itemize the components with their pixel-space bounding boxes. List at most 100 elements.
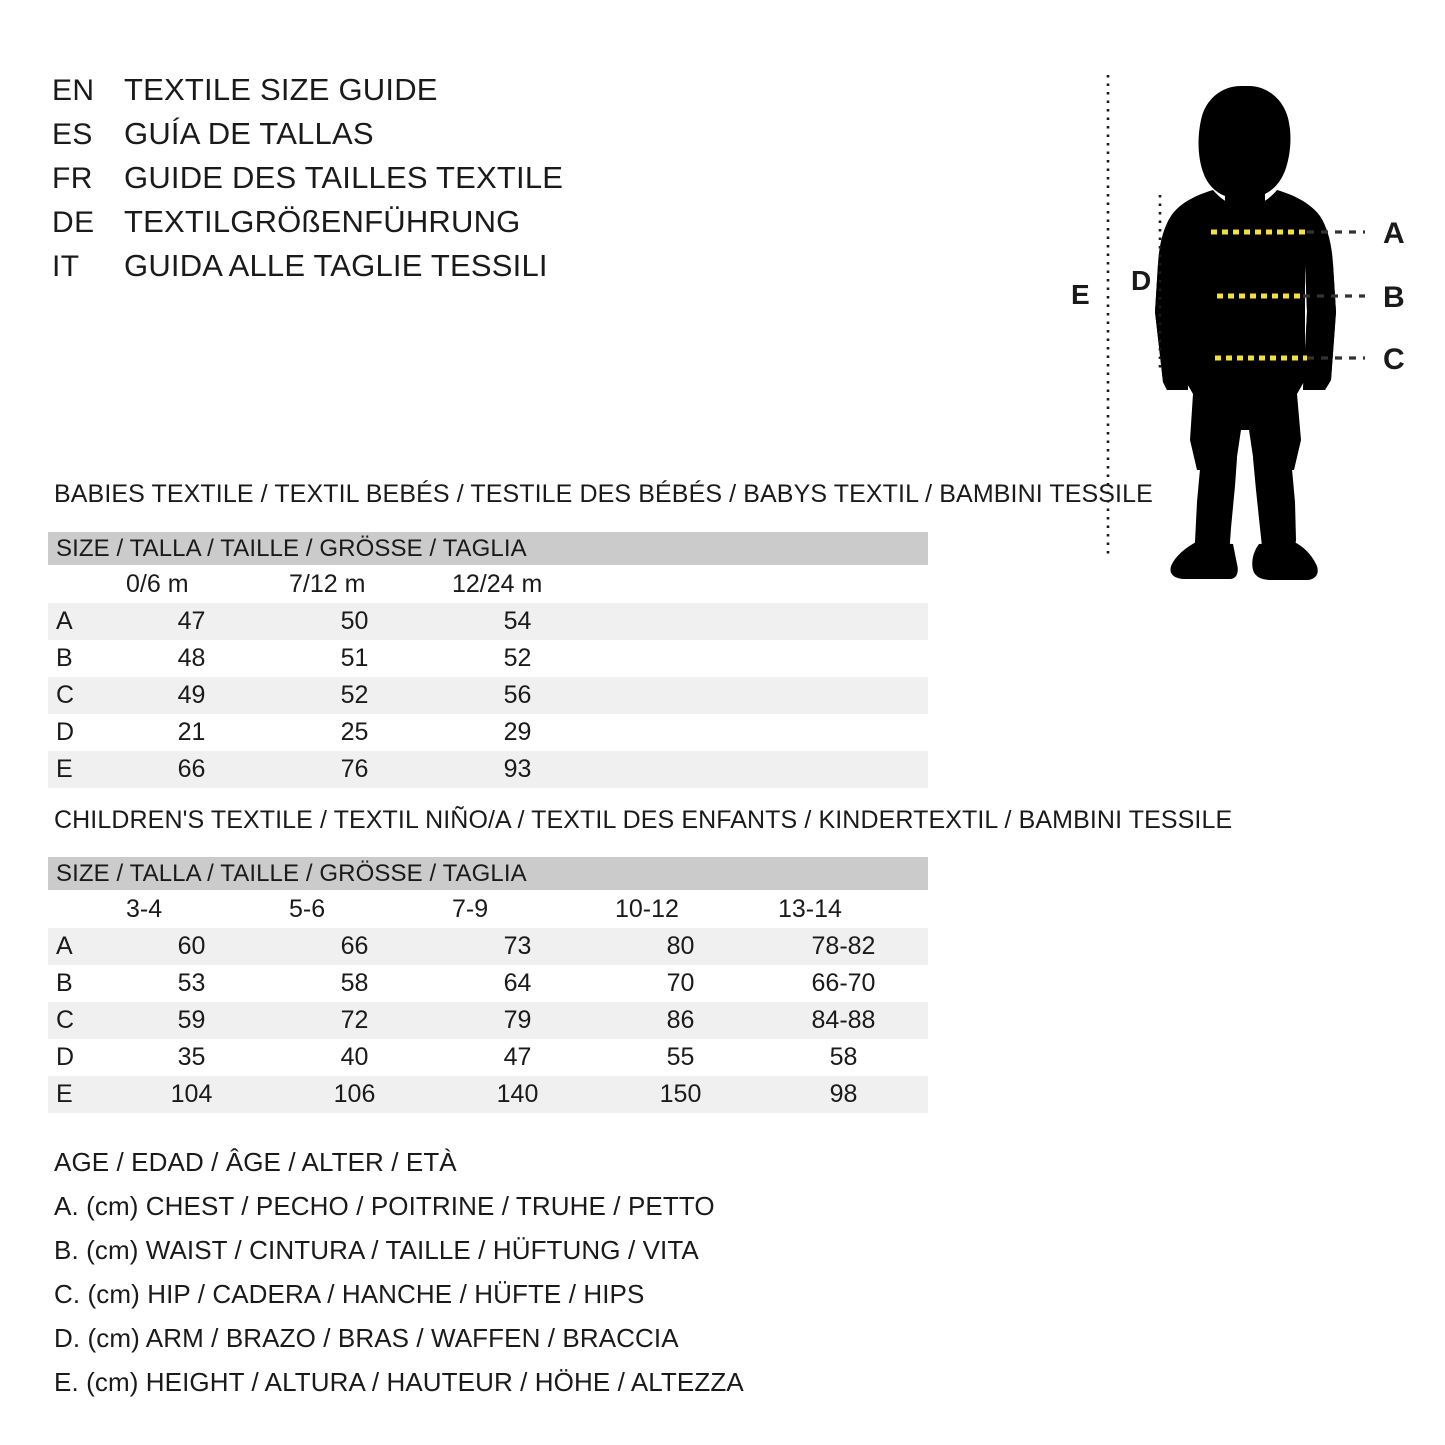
language-row-it: IT GUIDA ALLE TAGLIE TESSILI <box>52 248 672 292</box>
legend-line-chest: A. (cm) CHEST / PECHO / POITRINE / TRUHE… <box>54 1191 715 1221</box>
children-section-title: CHILDREN'S TEXTILE / TEXTIL NIÑO/A / TEX… <box>54 806 1233 834</box>
children-cell-b-2: 64 <box>503 969 532 997</box>
babies-cell-b-2: 52 <box>503 644 532 672</box>
language-title-de: TEXTILGRÖßENFÜHRUNG <box>124 204 521 239</box>
marker-label-c: C <box>1383 343 1405 376</box>
babies-cell-b-0: 48 <box>177 644 206 672</box>
babies-cell-d-2: 29 <box>503 718 532 746</box>
children-row-label-c: C <box>56 1006 75 1034</box>
babies-column-header-row: 0/6 m 7/12 m 12/24 m <box>48 565 928 603</box>
marker-label-a: A <box>1383 217 1405 250</box>
children-row-label-a: A <box>56 932 73 960</box>
children-cell-e-4: 98 <box>829 1080 858 1108</box>
babies-cell-d-1: 25 <box>340 718 369 746</box>
measurement-figure: A B C D E <box>1045 50 1445 590</box>
language-code-es: ES <box>52 118 93 151</box>
table-row: E 66 76 93 <box>48 751 928 788</box>
table-row: E 104 106 140 150 98 <box>48 1076 928 1113</box>
child-silhouette-icon <box>1155 86 1336 580</box>
measurement-legend: AGE / EDAD / ÂGE / ALTER / ETÀ A. (cm) C… <box>54 1140 874 1404</box>
language-title-en: TEXTILE SIZE GUIDE <box>124 72 438 107</box>
babies-cell-c-1: 52 <box>340 681 369 709</box>
babies-column-header-2: 12/24 m <box>452 569 543 598</box>
marker-label-b: B <box>1383 281 1405 314</box>
language-title-fr: GUIDE DES TAILLES TEXTILE <box>124 160 564 195</box>
children-cell-a-2: 73 <box>503 932 532 960</box>
marker-label-d: D <box>1131 265 1151 296</box>
language-row-fr: FR GUIDE DES TAILLES TEXTILE <box>52 160 672 204</box>
children-cell-b-1: 58 <box>340 969 369 997</box>
table-row: D 21 25 29 <box>48 714 928 751</box>
marker-label-e: E <box>1071 279 1090 310</box>
children-column-header-0: 3-4 <box>126 894 163 923</box>
legend-line-age: AGE / EDAD / ÂGE / ALTER / ETÀ <box>54 1147 457 1177</box>
children-cell-a-0: 60 <box>177 932 206 960</box>
children-cell-c-3: 86 <box>666 1006 695 1034</box>
babies-row-label-b: B <box>56 644 73 672</box>
babies-column-header-1: 7/12 m <box>289 569 366 598</box>
babies-cell-d-0: 21 <box>177 718 206 746</box>
children-cell-b-3: 70 <box>666 969 695 997</box>
babies-size-table: SIZE / TALLA / TAILLE / GRÖSSE / TAGLIA … <box>48 532 928 788</box>
children-cell-e-3: 150 <box>659 1080 702 1108</box>
children-cell-e-2: 140 <box>496 1080 539 1108</box>
children-cell-d-2: 47 <box>503 1043 532 1071</box>
children-cell-d-3: 55 <box>666 1043 695 1071</box>
legend-line-waist: B. (cm) WAIST / CINTURA / TAILLE / HÜFTU… <box>54 1235 699 1265</box>
language-code-it: IT <box>52 250 80 283</box>
legend-line-arm: D. (cm) ARM / BRAZO / BRAS / WAFFEN / BR… <box>54 1323 679 1353</box>
language-code-fr: FR <box>52 162 93 195</box>
children-row-label-d: D <box>56 1043 75 1071</box>
children-cell-c-0: 59 <box>177 1006 206 1034</box>
babies-cell-a-0: 47 <box>177 607 206 635</box>
children-row-label-b: B <box>56 969 73 997</box>
language-row-es: ES GUÍA DE TALLAS <box>52 116 672 160</box>
legend-line-hip: C. (cm) HIP / CADERA / HANCHE / HÜFTE / … <box>54 1279 645 1309</box>
table-row: B 48 51 52 <box>48 640 928 677</box>
children-table-banner: SIZE / TALLA / TAILLE / GRÖSSE / TAGLIA <box>48 857 928 890</box>
babies-cell-e-2: 93 <box>503 755 532 783</box>
children-column-header-row: 3-4 5-6 7-9 10-12 13-14 <box>48 890 928 928</box>
table-row: D 35 40 47 55 58 <box>48 1039 928 1076</box>
babies-row-label-d: D <box>56 718 75 746</box>
children-cell-c-2: 79 <box>503 1006 532 1034</box>
babies-row-label-c: C <box>56 681 75 709</box>
children-cell-b-4: 66-70 <box>811 969 876 997</box>
babies-section-title: BABIES TEXTILE / TEXTIL BEBÉS / TESTILE … <box>54 480 1153 508</box>
children-cell-d-1: 40 <box>340 1043 369 1071</box>
language-row-de: DE TEXTILGRÖßENFÜHRUNG <box>52 204 672 248</box>
children-column-header-3: 10-12 <box>615 894 679 923</box>
table-row: A 47 50 54 <box>48 603 928 640</box>
table-row: A 60 66 73 80 78-82 <box>48 928 928 965</box>
babies-cell-e-0: 66 <box>177 755 206 783</box>
babies-cell-a-1: 50 <box>340 607 369 635</box>
children-column-header-2: 7-9 <box>452 894 489 923</box>
table-row: C 59 72 79 86 84-88 <box>48 1002 928 1039</box>
language-code-de: DE <box>52 206 95 239</box>
children-cell-c-1: 72 <box>340 1006 369 1034</box>
table-row: B 53 58 64 70 66-70 <box>48 965 928 1002</box>
language-title-block: EN TEXTILE SIZE GUIDE ES GUÍA DE TALLAS … <box>52 72 672 292</box>
children-cell-d-4: 58 <box>829 1043 858 1071</box>
children-cell-e-0: 104 <box>170 1080 213 1108</box>
babies-row-label-a: A <box>56 607 73 635</box>
babies-column-header-0: 0/6 m <box>126 569 189 598</box>
children-size-table: SIZE / TALLA / TAILLE / GRÖSSE / TAGLIA … <box>48 857 928 1113</box>
language-row-en: EN TEXTILE SIZE GUIDE <box>52 72 672 116</box>
legend-line-height: E. (cm) HEIGHT / ALTURA / HAUTEUR / HÖHE… <box>54 1367 744 1397</box>
children-cell-c-4: 84-88 <box>811 1006 876 1034</box>
babies-cell-c-0: 49 <box>177 681 206 709</box>
babies-cell-c-2: 56 <box>503 681 532 709</box>
babies-cell-a-2: 54 <box>503 607 532 635</box>
children-column-header-1: 5-6 <box>289 894 326 923</box>
children-cell-d-0: 35 <box>177 1043 206 1071</box>
babies-cell-e-1: 76 <box>340 755 369 783</box>
babies-row-label-e: E <box>56 755 73 783</box>
table-row: C 49 52 56 <box>48 677 928 714</box>
children-row-label-e: E <box>56 1080 73 1108</box>
children-cell-a-1: 66 <box>340 932 369 960</box>
language-title-it: GUIDA ALLE TAGLIE TESSILI <box>124 248 548 283</box>
babies-cell-b-1: 51 <box>340 644 369 672</box>
language-code-en: EN <box>52 74 95 107</box>
language-title-es: GUÍA DE TALLAS <box>124 116 374 151</box>
